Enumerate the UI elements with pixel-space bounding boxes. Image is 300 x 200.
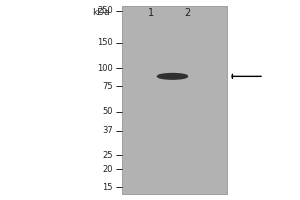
Text: 25: 25 [102, 151, 113, 160]
Text: 1: 1 [148, 8, 154, 18]
Text: 100: 100 [97, 64, 113, 73]
Text: 50: 50 [102, 107, 113, 116]
Text: 150: 150 [97, 38, 113, 47]
Ellipse shape [158, 74, 188, 79]
Text: 250: 250 [97, 6, 113, 15]
Text: 75: 75 [102, 82, 113, 91]
Bar [122, 6, 226, 194]
Text: kDa: kDa [92, 8, 110, 17]
Text: 20: 20 [102, 165, 113, 174]
Text: 2: 2 [184, 8, 190, 18]
Text: 15: 15 [102, 183, 113, 192]
Text: 37: 37 [102, 126, 113, 135]
